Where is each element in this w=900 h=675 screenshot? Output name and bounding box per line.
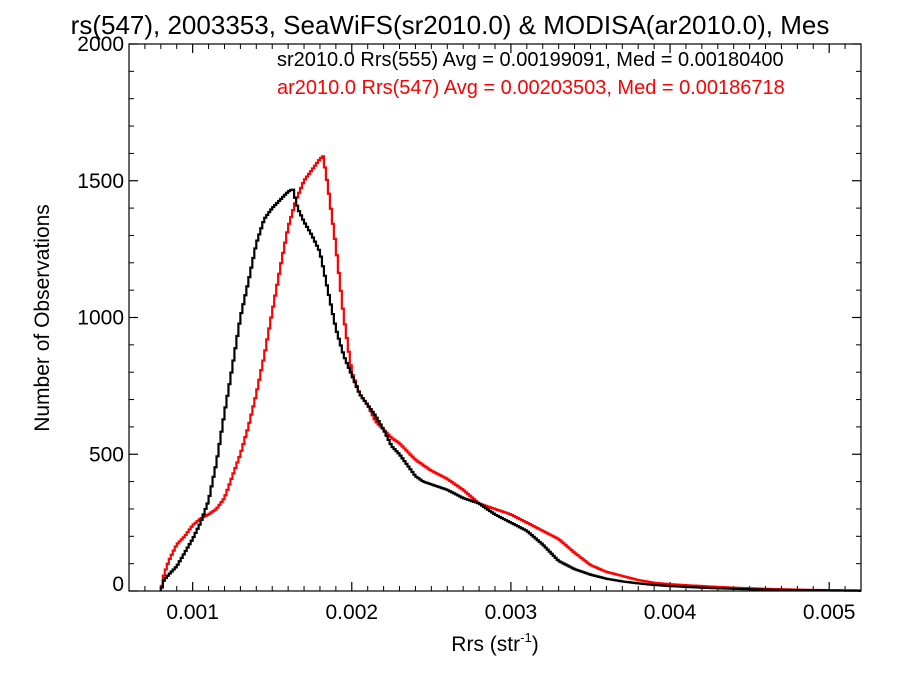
x-axis-label-end: ) [532,633,539,656]
chart-title: rs(547), 2003353, SeaWiFS(sr2010.0) & MO… [71,10,830,40]
y-tick-label: 1500 [77,170,124,193]
x-tick-label: 0.003 [485,601,538,624]
x-axis-label: Rrs (str-1) [451,630,538,656]
series-layer [159,155,861,592]
y-axis-label: Number of Observations [31,204,54,432]
x-tick-label: 0.002 [326,601,379,624]
legend-entry-ar2010: ar2010.0 Rrs(547) Avg = 0.00203503, Med … [277,77,785,99]
y-tick-label: 500 [89,443,124,466]
series-ar2010-line [159,155,861,592]
x-tick-label: 0.004 [644,601,697,624]
y-axis: 0 500 1000 1500 2000 [77,33,861,596]
y-tick-label: 0 [112,573,124,596]
x-tick-label: 0.001 [166,601,219,624]
x-axis-label-main: Rrs (str [451,633,520,656]
x-axis-label-sup: -1 [520,630,532,645]
legend-entry-sr2010: sr2010.0 Rrs(555) Avg = 0.00199091, Med … [277,49,784,71]
x-axis: 0.001 0.002 0.003 0.004 0.005 [144,44,856,624]
y-tick-label: 1000 [77,307,124,330]
y-tick-label: 2000 [77,33,124,56]
series-sr2010-line [159,188,861,592]
x-tick-label: 0.005 [803,601,856,624]
